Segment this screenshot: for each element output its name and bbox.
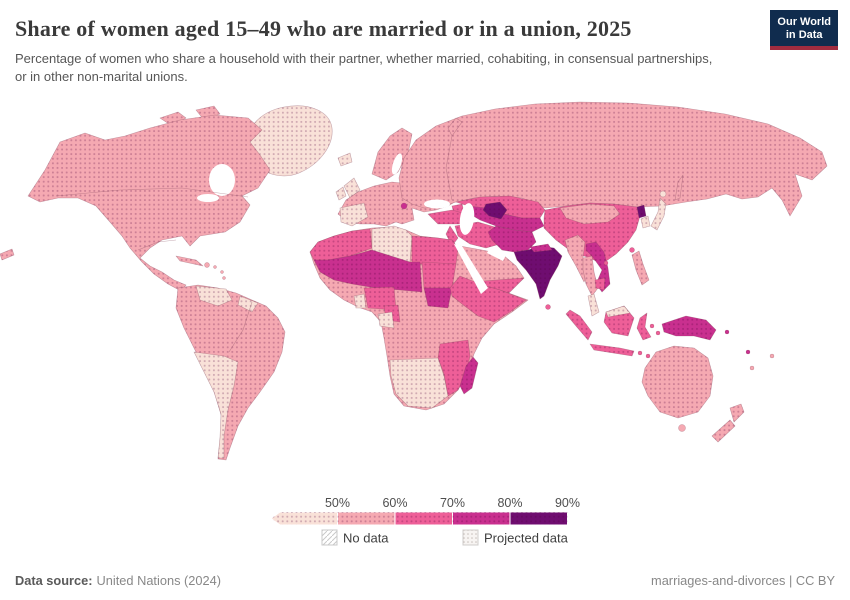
map-legend: 50% 60% 70% 80% 90% No data Projected data — [262, 496, 592, 559]
region-balkan-spot[interactable] — [400, 202, 408, 210]
legend-svg: 50% 60% 70% 80% 90% No data Projected data — [270, 496, 580, 546]
region-sulawesi[interactable] — [636, 312, 652, 341]
region-new-zealand-south[interactable] — [711, 419, 736, 443]
legend-tick-80%: 80% — [497, 496, 522, 510]
region-cuba[interactable] — [175, 255, 204, 267]
legend-tick-60%: 60% — [382, 496, 407, 510]
region-ireland[interactable] — [335, 186, 347, 201]
region-malay-peninsula[interactable] — [587, 293, 600, 317]
region-aleutian-sliver[interactable] — [0, 248, 15, 261]
region-iceland[interactable] — [337, 152, 353, 167]
region-vanuatu[interactable] — [745, 349, 751, 355]
legend-projected-data[interactable]: Projected data — [462, 529, 569, 546]
legend-no-data[interactable]: No data — [321, 529, 389, 546]
legend-bin-<50%[interactable] — [270, 511, 338, 526]
region-new-guinea[interactable] — [661, 315, 717, 341]
projected-data-label: Projected data — [484, 531, 569, 546]
page-subtitle: Percentage of women who share a househol… — [15, 51, 713, 85]
region-sri-lanka[interactable] — [545, 304, 551, 310]
page-title: Share of women aged 15–49 who are marrie… — [15, 16, 632, 41]
region-moluccas-2[interactable] — [655, 330, 661, 336]
water-baltic-sea — [391, 153, 403, 175]
legend-bin-80–90%[interactable] — [509, 511, 568, 526]
region-north-america[interactable] — [27, 114, 271, 292]
region-timor[interactable] — [645, 353, 651, 359]
region-puerto-rico[interactable] — [213, 265, 217, 269]
region-lesser-antilles-2[interactable] — [222, 276, 226, 280]
region-cambodia[interactable] — [594, 277, 606, 291]
legend-tick-90%: 90% — [555, 496, 580, 510]
owid-logo-line2: in Data — [785, 29, 823, 42]
region-fiji[interactable] — [769, 353, 775, 359]
owid-logo-line1: Our World — [777, 16, 831, 28]
legend-bin-70–80%[interactable] — [452, 511, 511, 526]
region-hispaniola[interactable] — [204, 262, 210, 268]
us-mexico-border — [137, 239, 177, 251]
chart-footer: Data source: United Nations (2024) marria… — [15, 573, 835, 588]
legend-bin-50–60%[interactable] — [337, 511, 396, 526]
legend-tick-70%: 70% — [440, 496, 465, 510]
owid-logo[interactable]: Our World in Data — [770, 10, 838, 51]
region-hainan[interactable] — [603, 260, 609, 266]
region-lombok[interactable] — [637, 350, 643, 356]
region-russia[interactable] — [398, 101, 828, 217]
region-sudan[interactable] — [421, 261, 457, 289]
legend-bin-60–70%[interactable] — [394, 511, 453, 526]
data-source-label: Data source: — [15, 573, 93, 588]
region-india[interactable] — [513, 245, 563, 300]
brazil-west-border — [228, 301, 253, 353]
region-java[interactable] — [589, 343, 635, 357]
region-lesser-antilles-1[interactable] — [220, 270, 224, 274]
region-gabon[interactable] — [377, 311, 395, 329]
region-tasmania[interactable] — [678, 424, 686, 432]
region-egypt[interactable] — [411, 235, 459, 265]
region-thailand[interactable] — [582, 255, 599, 297]
region-sumatra[interactable] — [565, 309, 593, 341]
legend-tick-50%: 50% — [325, 496, 350, 510]
water-red-sea — [454, 244, 488, 294]
water-great-lakes — [197, 194, 219, 202]
water-hudson-bay — [209, 164, 235, 196]
world-map-svg — [0, 101, 828, 461]
water-black-sea — [424, 199, 450, 209]
footer-link[interactable]: marriages-and-divorces | CC BY — [651, 573, 835, 588]
region-ghana[interactable] — [353, 293, 367, 309]
region-south-korea[interactable] — [640, 215, 651, 229]
region-new-caledonia[interactable] — [749, 365, 755, 371]
region-taiwan[interactable] — [629, 247, 635, 253]
region-australia[interactable] — [641, 345, 714, 419]
region-philippines[interactable] — [631, 250, 650, 286]
region-solomon-islands[interactable] — [724, 329, 730, 335]
world-map — [0, 95, 850, 490]
us-canada-border — [55, 187, 249, 198]
region-north-korea[interactable] — [636, 204, 647, 219]
region-new-zealand-north[interactable] — [729, 403, 745, 423]
ural-border — [445, 135, 453, 201]
water-caspian-sea — [459, 203, 475, 235]
region-southern-africa[interactable] — [389, 357, 449, 409]
data-source: Data source: United Nations (2024) — [15, 573, 221, 588]
data-source-value: United Nations (2024) — [96, 573, 222, 588]
region-hokkaido[interactable] — [659, 190, 667, 198]
region-moluccas-1[interactable] — [649, 323, 655, 329]
no-data-label: No data — [343, 531, 389, 546]
region-south-sudan[interactable] — [423, 287, 453, 309]
water-persian-gulf — [487, 247, 506, 261]
